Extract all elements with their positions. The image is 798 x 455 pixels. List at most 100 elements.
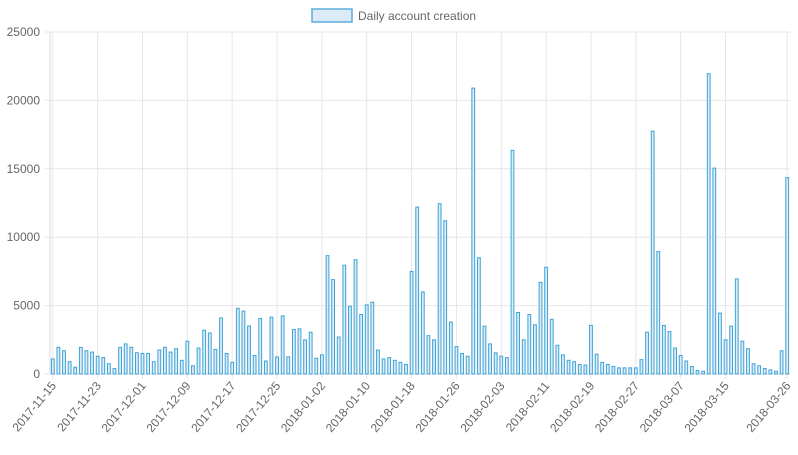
bar[interactable] xyxy=(280,315,285,375)
bar[interactable] xyxy=(605,363,610,375)
bar[interactable] xyxy=(577,363,582,375)
bar[interactable] xyxy=(404,363,408,375)
bar[interactable] xyxy=(179,359,184,375)
bar[interactable] xyxy=(426,335,431,375)
bar[interactable] xyxy=(90,351,94,375)
bar[interactable] xyxy=(723,339,728,375)
bar[interactable] xyxy=(448,321,453,375)
bar[interactable] xyxy=(432,339,436,375)
bar[interactable] xyxy=(118,346,122,375)
bar[interactable] xyxy=(196,347,201,375)
bar[interactable] xyxy=(527,313,532,375)
bar[interactable] xyxy=(129,346,134,375)
bar[interactable] xyxy=(106,363,111,375)
bar[interactable] xyxy=(650,130,655,375)
bar[interactable] xyxy=(706,73,711,375)
bar[interactable] xyxy=(729,325,734,375)
bar[interactable] xyxy=(701,370,706,375)
bar[interactable] xyxy=(230,361,235,375)
bar[interactable] xyxy=(353,259,358,375)
bar[interactable] xyxy=(499,355,504,375)
bar[interactable] xyxy=(73,366,78,375)
bar[interactable] xyxy=(589,324,593,375)
bar[interactable] xyxy=(342,264,347,375)
bar[interactable] xyxy=(286,356,291,375)
bar[interactable] xyxy=(151,361,156,375)
bar[interactable] xyxy=(213,348,218,375)
bar[interactable] xyxy=(437,203,442,375)
bar[interactable] xyxy=(303,339,307,375)
bar[interactable] xyxy=(751,363,756,375)
bar[interactable] xyxy=(482,325,487,375)
bar[interactable] xyxy=(319,354,324,375)
bar[interactable] xyxy=(101,357,106,375)
bar[interactable] xyxy=(157,349,162,375)
bar[interactable] xyxy=(746,348,750,375)
bar[interactable] xyxy=(95,355,100,375)
bar[interactable] xyxy=(774,370,778,375)
bar[interactable] xyxy=(314,357,319,375)
bar[interactable] xyxy=(639,359,644,375)
bar[interactable] xyxy=(78,346,83,375)
bar[interactable] xyxy=(443,220,448,375)
bar[interactable] xyxy=(572,361,577,375)
bar[interactable] xyxy=(392,359,397,375)
bar[interactable] xyxy=(504,357,509,375)
bar[interactable] xyxy=(415,206,420,375)
bar[interactable] xyxy=(174,348,179,375)
bar[interactable] xyxy=(224,352,229,375)
bar[interactable] xyxy=(533,324,537,375)
bar[interactable] xyxy=(561,354,565,375)
bar[interactable] xyxy=(297,328,302,375)
bar[interactable] xyxy=(269,316,274,375)
bar[interactable] xyxy=(465,355,470,375)
bar[interactable] xyxy=(471,87,476,375)
bar[interactable] xyxy=(247,325,251,375)
bar[interactable] xyxy=(252,355,257,375)
bar[interactable] xyxy=(123,343,128,375)
bar[interactable] xyxy=(364,304,369,375)
bar[interactable] xyxy=(67,361,72,375)
bar[interactable] xyxy=(645,331,649,375)
bar[interactable] xyxy=(734,278,739,375)
bar[interactable] xyxy=(291,329,296,375)
bar[interactable] xyxy=(740,340,745,375)
bar[interactable] xyxy=(656,251,661,375)
bar[interactable] xyxy=(555,344,560,375)
bar[interactable] xyxy=(219,317,223,375)
bar[interactable] xyxy=(376,349,380,375)
bar[interactable] xyxy=(628,367,633,375)
bar[interactable] xyxy=(779,350,784,375)
bar[interactable] xyxy=(695,370,700,375)
bar[interactable] xyxy=(460,352,464,375)
bar[interactable] xyxy=(348,305,352,375)
chart-legend[interactable]: Daily account creation xyxy=(311,8,476,23)
bar[interactable] xyxy=(62,350,66,375)
bar[interactable] xyxy=(594,353,599,375)
bar[interactable] xyxy=(168,351,173,375)
bar[interactable] xyxy=(538,281,543,375)
bar[interactable] xyxy=(611,365,616,375)
bar[interactable] xyxy=(673,347,677,375)
bar[interactable] xyxy=(544,266,549,375)
bar[interactable] xyxy=(56,346,61,375)
bar[interactable] xyxy=(689,365,694,375)
bar[interactable] xyxy=(566,359,571,375)
bar[interactable] xyxy=(331,279,336,375)
bar[interactable] xyxy=(202,329,207,375)
bar[interactable] xyxy=(667,331,672,375)
bar[interactable] xyxy=(185,340,190,375)
bar[interactable] xyxy=(516,311,521,375)
bar[interactable] xyxy=(420,291,425,375)
bar[interactable] xyxy=(476,257,481,375)
bar[interactable] xyxy=(191,365,195,375)
bar[interactable] xyxy=(549,318,554,375)
bar[interactable] xyxy=(718,312,722,375)
bar[interactable] xyxy=(140,352,145,375)
bar[interactable] xyxy=(336,336,341,375)
bar[interactable] xyxy=(785,177,790,375)
bar[interactable] xyxy=(712,167,717,375)
bar[interactable] xyxy=(387,357,392,375)
bar[interactable] xyxy=(50,358,55,375)
bar[interactable] xyxy=(325,255,330,375)
